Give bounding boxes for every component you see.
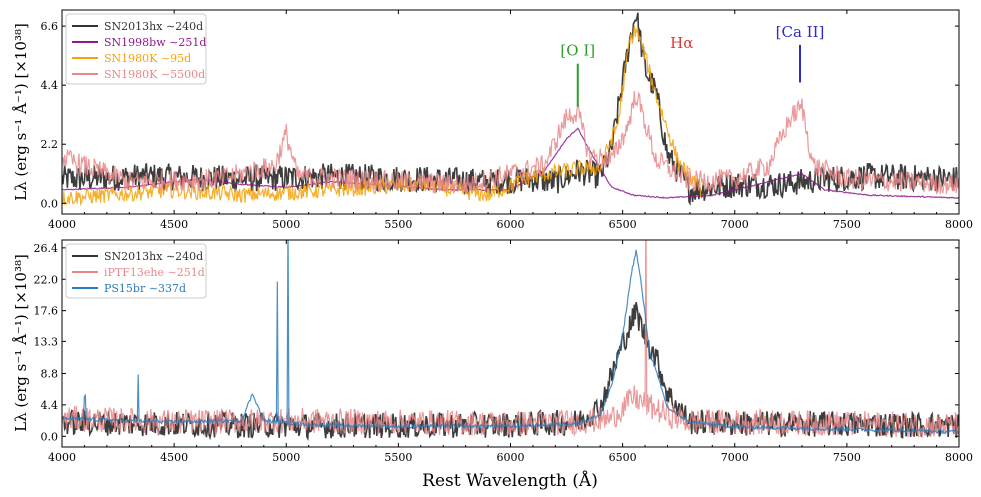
top-series-3-line xyxy=(62,91,959,195)
bottom-xtick-label: 6000 xyxy=(497,451,525,464)
top-xtick-label: 5000 xyxy=(272,218,300,231)
annotation-label: [O I] xyxy=(560,42,595,60)
top-xtick-label: 6500 xyxy=(609,218,637,231)
top-ytick-label: 2.2 xyxy=(41,138,59,151)
top-plot-area xyxy=(62,12,959,207)
bottom-panel: 4000 4500 5000 5500 6000 6500 7000 7500 8000 0.0 4… xyxy=(12,239,973,491)
bottom-xtick-label: 5000 xyxy=(272,451,300,464)
bottom-xtick-label: 6500 xyxy=(609,451,637,464)
annotation-label: Hα xyxy=(670,34,693,52)
top-legend-entry: SN2013hx ∼240d xyxy=(104,20,203,33)
bottom-xlabel: Rest Wavelength (Å) xyxy=(422,470,598,491)
top-xtick-label: 7500 xyxy=(833,218,861,231)
bottom-ytick-label: 0.0 xyxy=(41,430,59,443)
top-ytick-label: 0.0 xyxy=(41,197,59,210)
bottom-ylabel: Lλ (erg s⁻¹ Å⁻¹) [×10³⁸] xyxy=(12,254,30,432)
bottom-legend-entry: SN2013hx ∼240d xyxy=(104,250,203,263)
top-legend: SN2013hx ∼240d SN1998bw ∼251d SN1980K ∼95d… xyxy=(65,13,207,85)
bottom-ytick-label: 26.4 xyxy=(34,242,59,255)
top-annotations: [O I] Hα [Ca II] xyxy=(560,23,824,107)
top-legend-box xyxy=(65,13,207,85)
bottom-legend: SN2013hx ∼240d iPTF13ehe ∼251d PS15br ∼337… xyxy=(65,243,207,299)
bottom-series-2-line xyxy=(62,240,959,436)
bottom-series-1-line xyxy=(62,240,959,438)
bottom-ytick-label: 13.3 xyxy=(34,335,59,348)
top-ticks: 4000 4500 5000 5500 6000 6500 7000 7500 8000 0.0 2… xyxy=(41,10,973,231)
top-ytick-label: 6.6 xyxy=(41,20,59,33)
bottom-xtick-label: 7500 xyxy=(833,451,861,464)
bottom-xtick-label: 4000 xyxy=(48,451,76,464)
bottom-ticks: 4000 4500 5000 5500 6000 6500 7000 7500 8000 0.0 4… xyxy=(34,240,973,464)
bottom-xtick-label: 7000 xyxy=(721,451,749,464)
bottom-legend-entry: iPTF13ehe ∼251d xyxy=(104,266,205,279)
bottom-plot-area xyxy=(62,240,959,442)
bottom-legend-box xyxy=(65,243,207,299)
top-ylabel: Lλ (erg s⁻¹ Å⁻¹) [×10³⁸] xyxy=(12,23,30,201)
top-xtick-label: 8000 xyxy=(945,218,973,231)
top-xtick-label: 6000 xyxy=(497,218,525,231)
bottom-ytick-label: 4.4 xyxy=(41,399,59,412)
annotation-label: [Ca II] xyxy=(776,23,825,41)
bottom-xtick-label: 5500 xyxy=(384,451,412,464)
top-legend-entry: SN1998bw ∼251d xyxy=(104,36,206,49)
top-series-1-line xyxy=(62,127,959,199)
bottom-legend-entry: PS15br ∼337d xyxy=(104,282,186,295)
bottom-xtick-label: 4500 xyxy=(160,451,188,464)
top-panel: 4000 4500 5000 5500 6000 6500 7000 7500 8000 0.0 2… xyxy=(12,9,973,231)
top-xtick-label: 7000 xyxy=(721,218,749,231)
bottom-xtick-label: 8000 xyxy=(945,451,973,464)
bottom-ytick-label: 22.0 xyxy=(34,273,59,286)
top-legend-entry: SN1980K ∼5500d xyxy=(104,68,205,81)
top-series-0-line xyxy=(62,12,959,206)
top-xtick-label: 4000 xyxy=(48,218,76,231)
top-ytick-label: 4.4 xyxy=(41,79,59,92)
top-xtick-label: 4500 xyxy=(160,218,188,231)
bottom-ytick-label: 8.8 xyxy=(41,367,59,380)
bottom-ytick-label: 17.6 xyxy=(34,305,59,318)
top-legend-entry: SN1980K ∼95d xyxy=(104,52,191,65)
top-xtick-label: 5500 xyxy=(384,218,412,231)
